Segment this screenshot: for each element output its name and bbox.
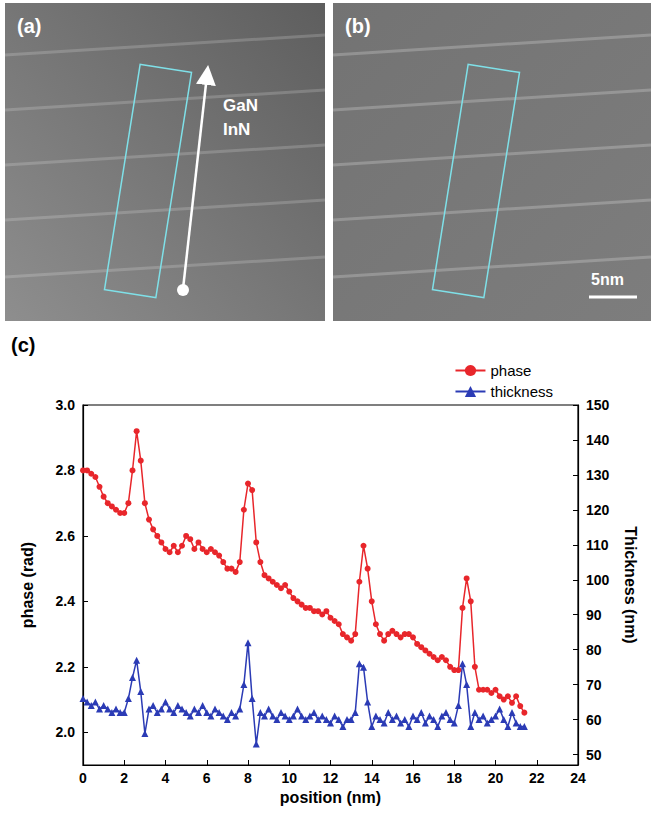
svg-text:130: 130 — [586, 467, 610, 483]
svg-text:phase: phase — [490, 362, 531, 379]
svg-text:(c): (c) — [11, 334, 35, 356]
svg-text:60: 60 — [586, 712, 602, 728]
svg-text:80: 80 — [586, 642, 602, 658]
svg-text:110: 110 — [586, 537, 609, 553]
svg-text:(b): (b) — [345, 15, 371, 37]
svg-text:InN: InN — [223, 120, 250, 139]
svg-text:0: 0 — [79, 770, 87, 786]
svg-text:50: 50 — [586, 747, 602, 763]
svg-text:8: 8 — [244, 770, 252, 786]
svg-text:2.0: 2.0 — [56, 724, 76, 740]
svg-text:14: 14 — [364, 770, 380, 786]
svg-text:2.8: 2.8 — [56, 462, 76, 478]
svg-text:120: 120 — [586, 502, 610, 518]
svg-text:phase (rad): phase (rad) — [19, 542, 36, 628]
svg-text:2.6: 2.6 — [56, 528, 76, 544]
svg-text:100: 100 — [586, 572, 610, 588]
svg-text:position (nm): position (nm) — [280, 789, 381, 806]
svg-text:thickness: thickness — [490, 383, 553, 400]
svg-text:6: 6 — [203, 770, 211, 786]
svg-text:16: 16 — [405, 770, 421, 786]
svg-text:4: 4 — [162, 770, 170, 786]
svg-text:24: 24 — [570, 770, 586, 786]
svg-text:20: 20 — [488, 770, 504, 786]
svg-text:22: 22 — [529, 770, 545, 786]
svg-text:70: 70 — [586, 677, 602, 693]
svg-text:18: 18 — [446, 770, 462, 786]
svg-text:(a): (a) — [17, 15, 41, 37]
svg-text:12: 12 — [323, 770, 339, 786]
svg-text:GaN: GaN — [223, 96, 258, 115]
svg-text:10: 10 — [281, 770, 297, 786]
svg-text:5nm: 5nm — [591, 271, 624, 288]
svg-text:140: 140 — [586, 432, 610, 448]
svg-text:3.0: 3.0 — [56, 397, 76, 413]
svg-text:Thickness (nm): Thickness (nm) — [622, 526, 639, 643]
svg-text:2.4: 2.4 — [56, 593, 76, 609]
svg-text:2: 2 — [120, 770, 128, 786]
svg-text:2.2: 2.2 — [56, 659, 76, 675]
svg-text:150: 150 — [586, 397, 610, 413]
svg-text:90: 90 — [586, 607, 602, 623]
